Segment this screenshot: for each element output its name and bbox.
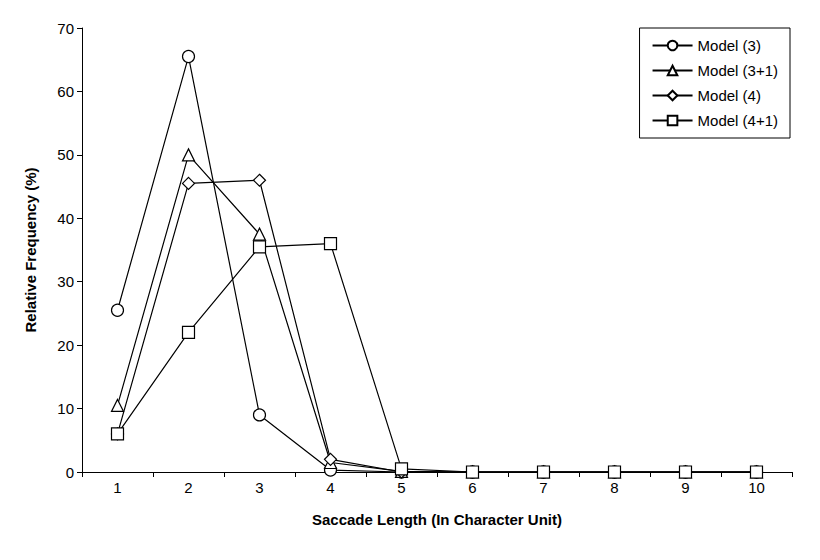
svg-text:2: 2 <box>184 479 192 496</box>
svg-text:Saccade Length (In Character U: Saccade Length (In Character Unit) <box>312 511 562 528</box>
svg-text:1: 1 <box>113 479 121 496</box>
svg-text:10: 10 <box>57 400 74 417</box>
svg-text:10: 10 <box>748 479 765 496</box>
svg-text:Model (4): Model (4) <box>698 87 761 104</box>
svg-text:0: 0 <box>66 464 74 481</box>
svg-text:4: 4 <box>326 479 334 496</box>
svg-text:8: 8 <box>610 479 618 496</box>
svg-text:Relative Frequency (%): Relative Frequency (%) <box>22 167 39 332</box>
svg-text:5: 5 <box>397 479 405 496</box>
svg-text:30: 30 <box>57 273 74 290</box>
svg-text:Model (4+1): Model (4+1) <box>698 112 778 129</box>
svg-text:6: 6 <box>468 479 476 496</box>
svg-text:3: 3 <box>255 479 263 496</box>
svg-text:20: 20 <box>57 337 74 354</box>
svg-text:50: 50 <box>57 146 74 163</box>
svg-text:40: 40 <box>57 210 74 227</box>
svg-text:60: 60 <box>57 83 74 100</box>
svg-text:9: 9 <box>681 479 689 496</box>
svg-text:7: 7 <box>539 479 547 496</box>
svg-text:70: 70 <box>57 20 74 37</box>
svg-text:Model (3): Model (3) <box>698 37 761 54</box>
svg-text:Model (3+1): Model (3+1) <box>698 62 778 79</box>
